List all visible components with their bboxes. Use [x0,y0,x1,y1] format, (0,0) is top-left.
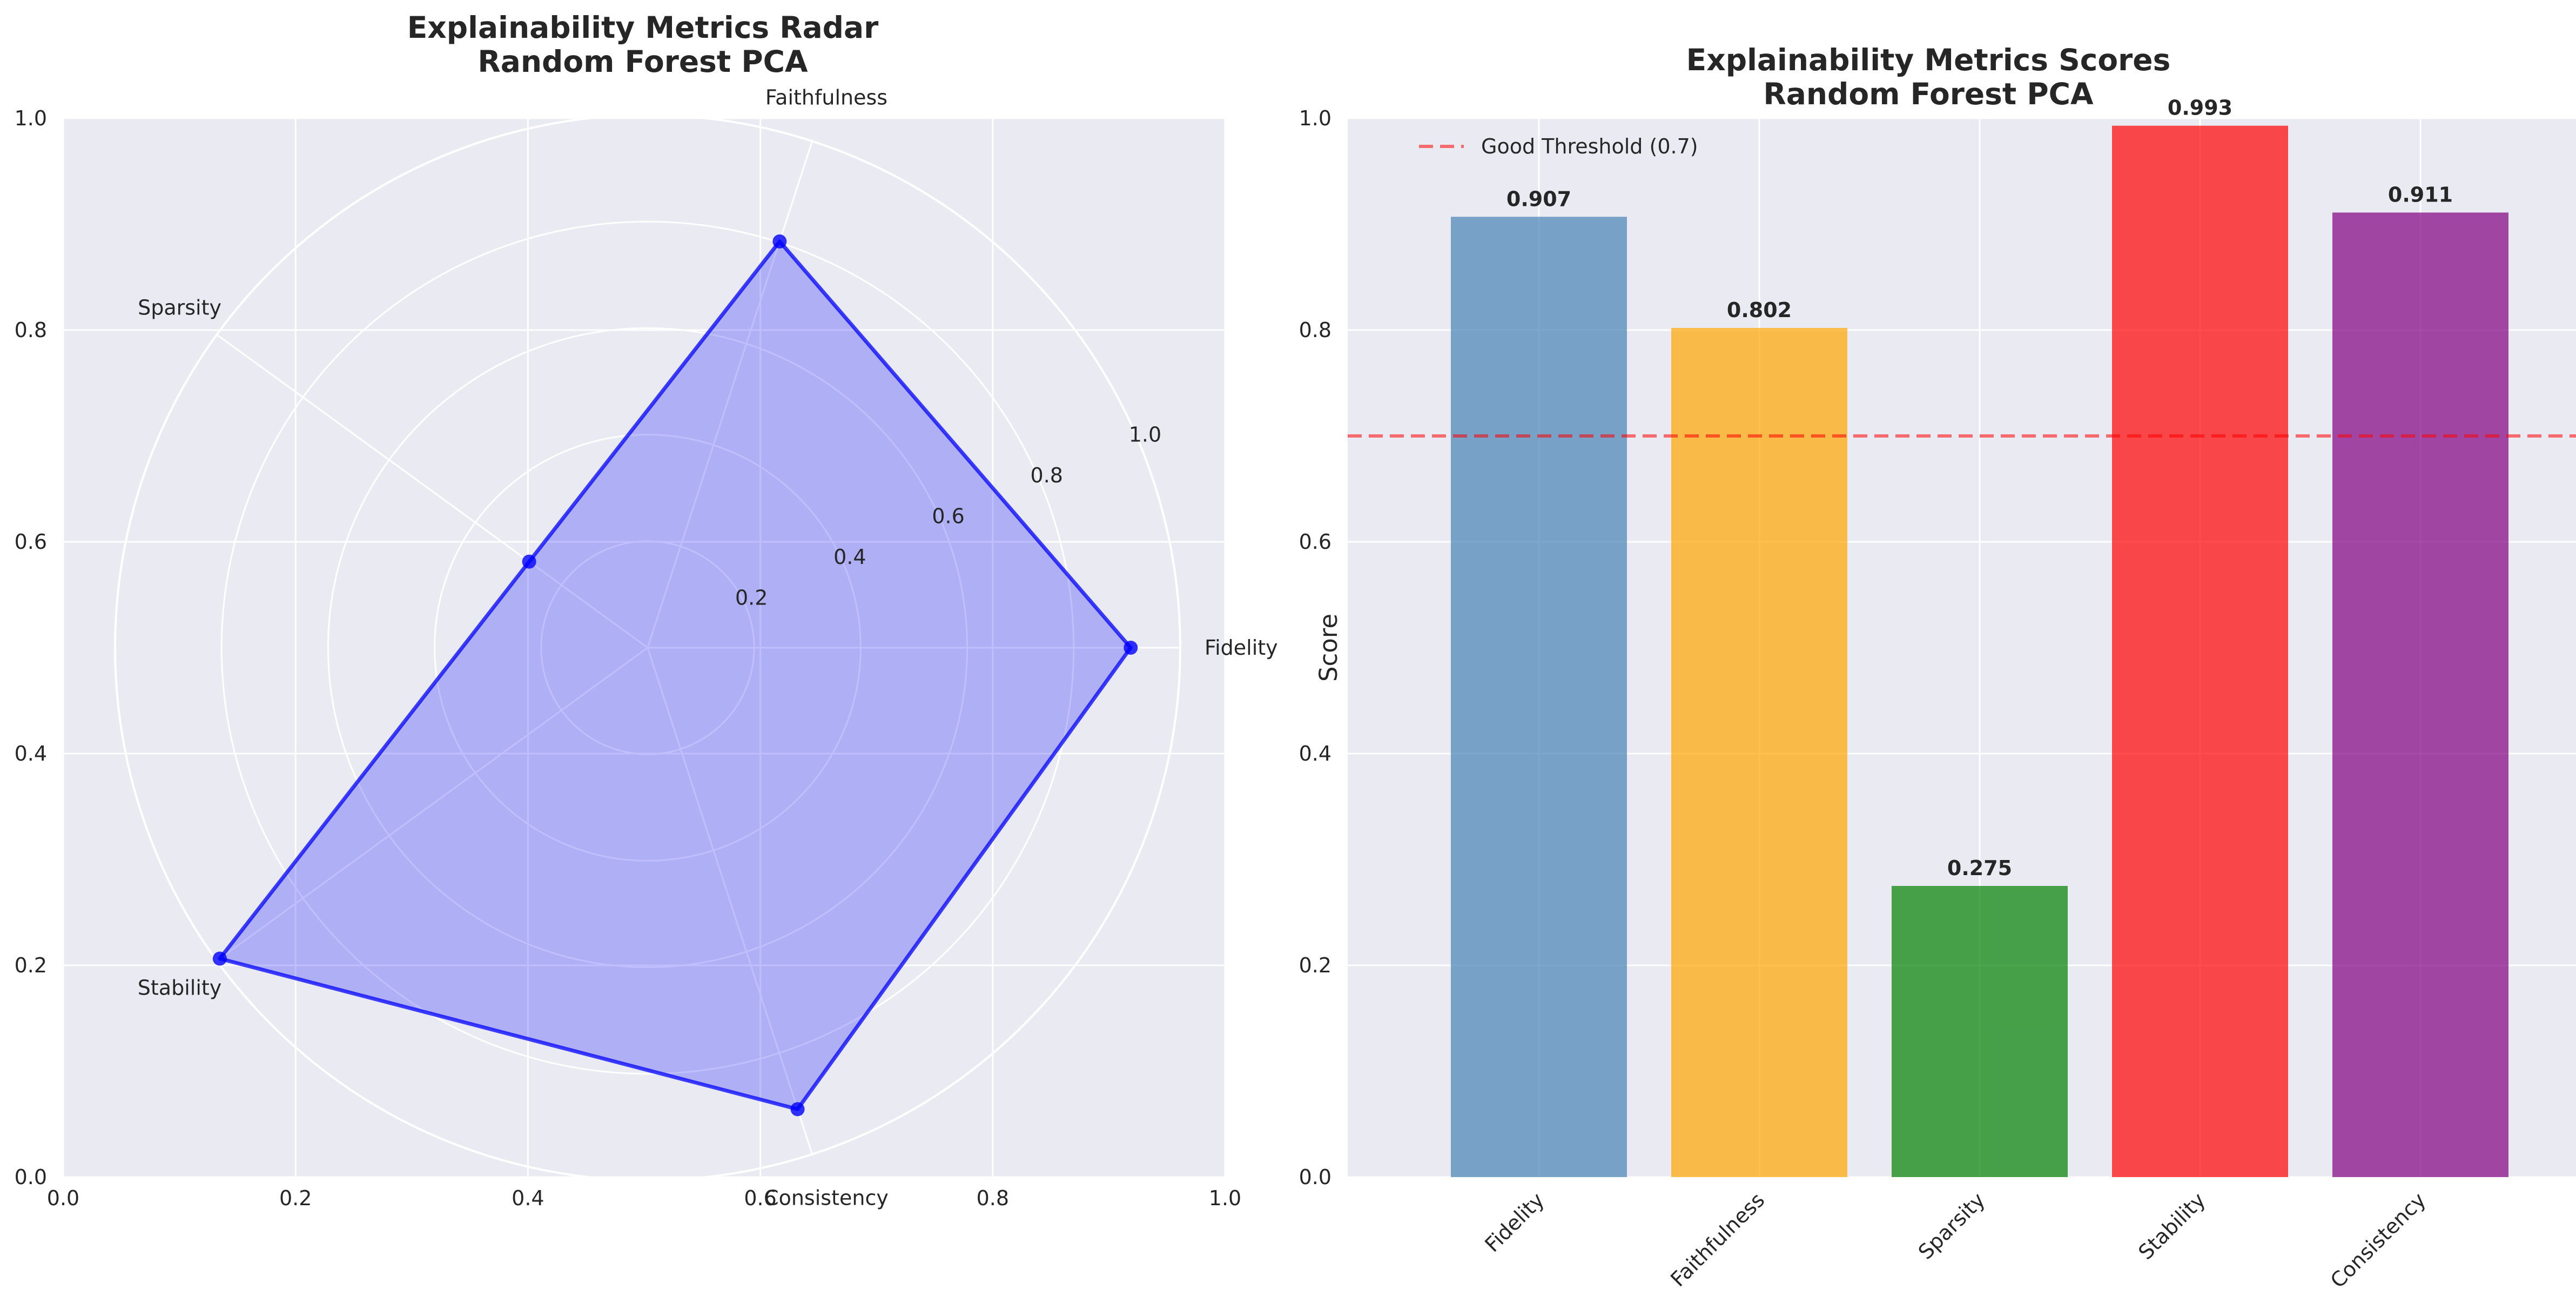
radar-category-labels: Fidelity Faithfulness Sparsity Stability Con… [138,85,1278,1210]
radar-category-label: Faithfulness [765,85,887,109]
radar-spoke [216,334,648,649]
bar-x-tick-labels: Fidelity Faithfulness Sparsity Stability Con… [1480,1188,2430,1293]
bar-y-tick: 0.6 [1299,530,1331,554]
radar-category-label: Fidelity [1205,636,1278,660]
radar-frame-ticks: 0.0 0.2 0.4 0.6 0.8 1.0 0.0 0.2 0.4 0.6 0.8 1.0 [15,106,1242,1210]
radar-title-line2: Random Forest PCA [477,44,808,79]
bar-x-tick: Sparsity [1914,1188,1990,1264]
radar-frame-y-tick: 0.2 [15,953,47,977]
radar-point [522,554,536,569]
radar-frame-x-tick: 0.2 [279,1186,312,1210]
radar-frame-y-tick: 0.8 [15,318,47,342]
bar-value-label: 0.911 [2388,183,2453,206]
radar-point [1124,641,1138,655]
bar-value-label: 0.993 [2168,96,2232,120]
radar-radial-tick: 0.2 [735,586,768,610]
legend-threshold-label: Good Threshold (0.7) [1481,135,1698,158]
legend: Good Threshold (0.7) [1419,135,1698,158]
bar-panel: Explainability Metrics Scores Random For… [1299,43,2576,1293]
bar-y-tick: 1.0 [1299,106,1331,130]
radar-frame-y-tick: 1.0 [15,106,47,130]
radar-frame-x-tick: 1.0 [1209,1186,1241,1210]
radar-category-label: Sparsity [138,295,221,319]
bar-value-labels: 0.907 0.802 0.275 0.993 0.911 [1506,96,2453,880]
bar-value-label: 0.802 [1727,298,1792,322]
radar-spoke [647,140,813,648]
bar-y-axis-label: Score [1314,614,1343,682]
bar-x-tick: Faithfulness [1666,1188,1769,1291]
bar-sparsity [1892,886,2068,1177]
bar-fidelity [1451,217,1627,1177]
radar-point [212,951,227,966]
bar-y-tick: 0.8 [1299,318,1331,342]
bar-y-tick: 0.2 [1299,953,1331,977]
radar-point [790,1102,805,1117]
radar-panel: Explainability Metrics Radar Random Fore… [15,10,1278,1210]
bar-y-tick: 0.0 [1299,1165,1331,1189]
radar-spoke [647,647,813,1155]
bar-x-tick: Consistency [2326,1188,2431,1293]
radar-frame-x-tick: 0.8 [977,1186,1009,1210]
bar-consistency [2332,212,2508,1178]
radar-radial-tick: 0.4 [833,545,866,569]
radar-frame-x-tick: 0.6 [744,1186,776,1210]
radar-radial-tick: 1.0 [1129,423,1161,447]
bar-bars [1451,125,2508,1178]
bar-stability [2112,125,2288,1178]
bar-y-tick-labels: 0.0 0.2 0.4 0.6 0.8 1.0 [1299,106,1331,1189]
bar-title-line2: Random Forest PCA [1763,77,2094,111]
radar-radial-tick: 0.6 [932,505,964,528]
radar-radial-tick: 0.8 [1031,463,1063,487]
radar-frame-y-tick: 0.4 [15,742,47,765]
radar-title-line1: Explainability Metrics Radar [407,10,879,45]
radar-polygon [218,239,1133,1111]
radar-radial-tick-labels: 0.2 0.4 0.6 0.8 1.0 [735,423,1161,610]
bar-value-label: 0.907 [1506,187,1571,211]
radar-category-label: Consistency [764,1186,889,1210]
radar-frame-y-tick: 0.6 [15,530,47,554]
bar-x-tick: Stability [2134,1188,2210,1264]
radar-category-label: Stability [138,976,222,1000]
radar-frame-x-tick: 0.0 [47,1186,79,1210]
radar-spokes [216,140,1180,1155]
bar-x-tick: Fidelity [1480,1188,1549,1257]
radar-frame-x-tick: 0.4 [512,1186,544,1210]
bar-faithfulness [1671,328,1847,1177]
bar-value-label: 0.275 [1947,856,2012,880]
radar-point [772,234,787,248]
radar-points [212,234,1138,1117]
bar-y-tick: 0.4 [1299,742,1331,765]
radar-frame-y-tick: 0.0 [15,1165,47,1189]
bar-title-line1: Explainability Metrics Scores [1686,43,2171,77]
radar-spoke [216,647,648,962]
